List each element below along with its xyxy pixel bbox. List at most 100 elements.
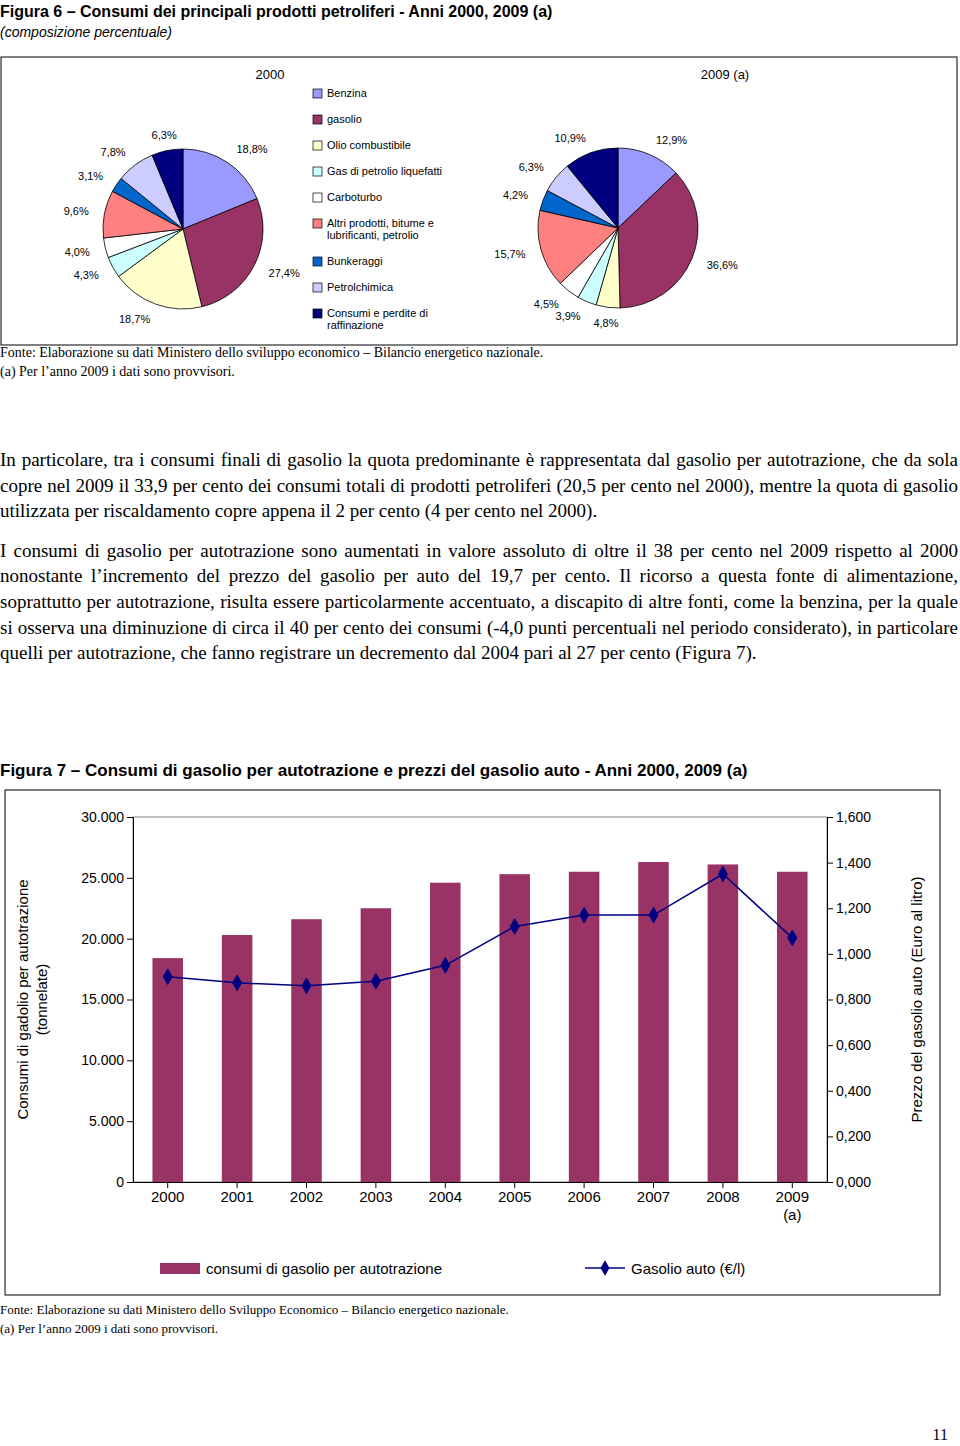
line-marker	[510, 919, 519, 935]
tick-label: 25.000	[81, 870, 124, 886]
x-axis: 2000200120022003200420052006200720082009…	[134, 1182, 828, 1223]
axis-title: Prezzo del gasolio auto (Euro al litro)	[908, 877, 925, 1123]
tick-label: 30.000	[81, 809, 124, 825]
tick-mark	[827, 1091, 833, 1092]
bar	[499, 874, 530, 1182]
line	[168, 874, 793, 986]
pie: 18,8%27,4%18,7%4,3%4,0%9,6%3,1%7,8%6,3%	[64, 129, 300, 325]
legend-swatch	[313, 167, 322, 176]
legend-label: Benzina	[327, 87, 368, 99]
bar	[291, 919, 322, 1182]
line-marker	[163, 969, 172, 985]
tick: 2008	[706, 1182, 739, 1205]
pie: 12,9%36,6%4,8%3,9%4,5%15,7%4,2%6,3%10,9%	[494, 132, 738, 330]
bar	[638, 862, 669, 1182]
figure-7: Figura 7 – Consumi di gasolio per autotr…	[0, 761, 940, 1295]
source-note: (a) Per l’anno 2009 i dati sono provviso…	[0, 364, 235, 380]
tick-label: 2003	[359, 1188, 392, 1205]
tick: 2006	[567, 1182, 600, 1205]
tick-label: 10.000	[81, 1052, 124, 1068]
source-note: Fonte: Elaborazione su dati Ministero de…	[0, 345, 543, 360]
source-note: (a) Per l’anno 2009 i dati sono provviso…	[0, 1321, 218, 1336]
legend-label: gasolio	[327, 113, 362, 125]
legend-label: Altri prodotti, bitume elubrificanti, pe…	[327, 217, 434, 241]
tick: 1,200	[827, 900, 871, 916]
legend-marker	[601, 1260, 610, 1276]
bar	[222, 935, 253, 1182]
tick: 15.000	[81, 991, 133, 1007]
data-label: 18,8%	[236, 143, 267, 155]
line-marker	[788, 930, 797, 946]
tick: 1,000	[827, 946, 871, 962]
line-marker	[302, 978, 311, 994]
figure-6: Figura 6 – Consumi dei principali prodot…	[0, 3, 957, 345]
tick-mark	[827, 954, 833, 955]
legend-swatch	[313, 115, 322, 124]
pie-title: 2009 (a)	[701, 67, 749, 82]
tick-label: 0,200	[836, 1128, 871, 1144]
legend-swatch	[313, 141, 322, 150]
legend-label: Gasolio auto (€/l)	[631, 1260, 745, 1277]
tick: 2003	[359, 1182, 392, 1205]
data-label: 27,4%	[269, 267, 300, 279]
legend-label: Carboturbo	[327, 191, 382, 203]
data-label: 4,3%	[74, 269, 99, 281]
tick-mark	[127, 878, 133, 879]
pie-slice	[567, 148, 618, 228]
tick-mark	[827, 817, 833, 818]
tick-mark	[827, 1000, 833, 1001]
tick-label: 0,400	[836, 1083, 871, 1099]
tick-label: 2000	[151, 1188, 184, 1205]
tick-label: 2002	[290, 1188, 323, 1205]
source-note: Fonte: Elaborazione su dati Ministero de…	[0, 1302, 509, 1317]
data-label: 6,3%	[519, 161, 544, 173]
tick: 0,600	[827, 1037, 871, 1053]
chart-frame	[5, 790, 940, 1295]
figure-frame	[1, 57, 957, 345]
tick-mark	[827, 1182, 833, 1183]
tick: 10.000	[81, 1052, 133, 1068]
data-label: 3,9%	[556, 310, 581, 322]
bar	[152, 958, 183, 1182]
plot-frame	[133, 817, 827, 1182]
paragraph: In particolare, tra i consumi finali di …	[0, 447, 958, 524]
bar	[430, 883, 461, 1182]
y-axis: 05.00010.00015.00020.00025.00030.000	[81, 809, 133, 1190]
data-label: 4,2%	[503, 189, 528, 201]
body-text: In particolare, tra i consumi finali di …	[0, 447, 958, 680]
tick: 0,800	[827, 991, 871, 1007]
tick-label: 2001	[220, 1188, 253, 1205]
tick: 0,200	[827, 1128, 871, 1144]
y2-axis: 0,0000,2000,4000,6000,8001,0001,2001,400…	[827, 809, 871, 1190]
tick: 2001	[220, 1182, 253, 1205]
legend-swatch	[313, 89, 322, 98]
line-marker	[233, 975, 242, 991]
tick-label: 1,600	[836, 809, 871, 825]
tick-mark	[827, 1045, 833, 1046]
data-label: 15,7%	[494, 248, 525, 260]
bar	[361, 908, 392, 1182]
data-label: 36,6%	[707, 259, 738, 271]
legend: BenzinagasolioOlio combustibileGas di pe…	[313, 87, 442, 331]
data-label: 12,9%	[656, 134, 687, 146]
tick: 2000	[151, 1182, 184, 1205]
tick-mark	[827, 1136, 833, 1137]
legend-swatch	[313, 257, 322, 266]
line-marker	[371, 973, 380, 989]
data-label: 18,7%	[119, 313, 150, 325]
tick: 2004	[429, 1182, 462, 1205]
tick-label: 0	[116, 1174, 124, 1190]
tick-label: 2005	[498, 1188, 531, 1205]
legend: consumi di gasolio per autotrazioneGasol…	[160, 1260, 745, 1277]
plot-marks	[152, 862, 807, 1182]
tick: 1,400	[827, 855, 871, 871]
line-marker	[580, 907, 589, 923]
tick-label: 1,400	[836, 855, 871, 871]
bar	[569, 872, 600, 1182]
tick: 1,600	[827, 809, 871, 825]
line-marker	[441, 957, 450, 973]
figure-title: Figura 6 – Consumi dei principali prodot…	[0, 3, 552, 20]
tick: 0,400	[827, 1083, 871, 1099]
tick-mark	[827, 863, 833, 864]
tick-label: 1,200	[836, 900, 871, 916]
